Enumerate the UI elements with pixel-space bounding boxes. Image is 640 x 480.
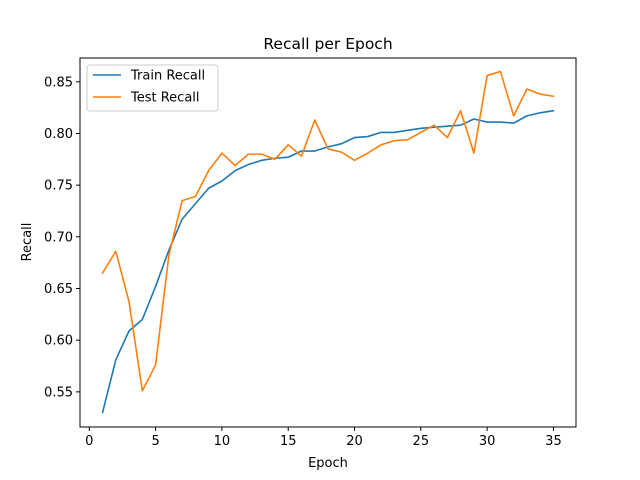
x-tick-label: 25 [413, 434, 430, 449]
y-tick-label: 0.60 [44, 334, 73, 349]
x-axis-ticks: 0 5 10 15 20 25 30 35 [85, 427, 562, 449]
series-layer [101, 70, 555, 414]
y-axis-label: Recall [20, 223, 35, 262]
y-tick-label: 0.65 [44, 282, 73, 297]
y-tick-label: 0.70 [44, 230, 73, 245]
legend-label-test-recall: Test Recall [130, 91, 200, 106]
x-tick-label: 30 [479, 434, 496, 449]
legend-box [86, 64, 219, 112]
y-tick-label: 0.55 [44, 385, 73, 400]
x-axis-label: Epoch [308, 456, 348, 471]
plot-frame [79, 57, 577, 428]
y-tick-label: 0.85 [44, 75, 73, 90]
y-tick-label: 0.75 [44, 179, 73, 194]
train-recall-line [101, 109, 555, 414]
x-tick-label: 35 [545, 434, 562, 449]
legend: Train Recall Test Recall [86, 64, 219, 112]
x-tick-label: 10 [214, 434, 231, 449]
chart-title: Recall per Epoch [263, 35, 392, 53]
x-tick-label: 0 [85, 434, 93, 449]
x-tick-label: 15 [280, 434, 297, 449]
y-tick-label: 0.80 [44, 127, 73, 142]
y-axis-ticks: 0.55 0.60 0.65 0.70 0.75 0.80 0.85 [44, 75, 80, 400]
x-tick-label: 5 [151, 434, 159, 449]
test-recall-line [101, 70, 555, 392]
legend-label-train-recall: Train Recall [130, 69, 205, 84]
x-tick-label: 20 [346, 434, 363, 449]
